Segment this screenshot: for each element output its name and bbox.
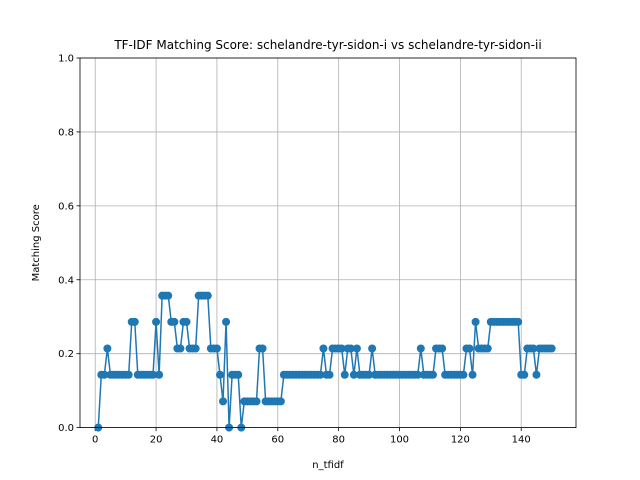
data-point	[222, 317, 231, 326]
data-point	[416, 344, 425, 353]
data-point	[471, 317, 480, 326]
y-tick-label: 0.4	[58, 275, 74, 286]
y-axis-ticks: 0.0 0.2 0.4 0.6 0.8 1.0	[58, 54, 80, 434]
data-point	[149, 370, 158, 379]
y-tick-label: 1.0	[58, 54, 74, 65]
x-tick-label: 0	[92, 435, 98, 446]
data-point	[352, 344, 361, 353]
y-tick-label: 0.2	[58, 349, 74, 360]
data-point	[191, 344, 200, 353]
data-point	[514, 317, 523, 326]
chart-title: TF-IDF Matching Score: schelandre-tyr-si…	[113, 38, 541, 52]
x-tick-label: 20	[150, 435, 163, 446]
data-point	[532, 370, 541, 379]
y-tick-label: 0.8	[58, 127, 74, 138]
data-point	[365, 370, 374, 379]
data-point	[468, 370, 477, 379]
data-point	[130, 317, 139, 326]
data-point	[319, 344, 328, 353]
data-point	[103, 344, 112, 353]
x-tick-label: 140	[512, 435, 531, 446]
x-tick-label: 80	[332, 435, 345, 446]
data-point	[465, 344, 474, 353]
data-point	[215, 370, 224, 379]
data-point	[219, 397, 228, 406]
data-point	[337, 344, 346, 353]
data-point	[176, 344, 185, 353]
data-point	[258, 344, 267, 353]
y-axis-label: Matching Score	[31, 204, 42, 281]
x-axis-label: n_tfidf	[312, 460, 344, 471]
data-point	[547, 344, 556, 353]
data-point	[316, 370, 325, 379]
data-point	[164, 291, 173, 300]
data-point	[203, 291, 212, 300]
data-point	[252, 397, 261, 406]
data-point	[529, 344, 538, 353]
data-point	[346, 344, 355, 353]
x-tick-label: 40	[211, 435, 224, 446]
y-tick-label: 0.6	[58, 201, 74, 212]
data-point	[124, 370, 133, 379]
data-point	[340, 370, 349, 379]
data-point	[182, 317, 191, 326]
data-point	[349, 370, 358, 379]
data-point	[368, 344, 377, 353]
data-point	[155, 370, 164, 379]
data-point	[212, 344, 221, 353]
data-point	[438, 344, 447, 353]
data-point	[152, 317, 161, 326]
y-tick-label: 0.0	[58, 423, 74, 434]
axes-frame	[79, 57, 577, 429]
data-point	[483, 344, 492, 353]
data-point	[100, 370, 109, 379]
data-point	[459, 370, 468, 379]
data-point	[234, 370, 243, 379]
data-point	[428, 370, 437, 379]
data-point	[413, 370, 422, 379]
data-point	[325, 370, 334, 379]
x-tick-label: 100	[390, 435, 409, 446]
x-axis-ticks: 0 20 40 60 80 100 120 140	[92, 427, 531, 446]
data-point	[170, 317, 179, 326]
x-tick-label: 60	[271, 435, 284, 446]
data-point	[520, 370, 529, 379]
plot-area	[94, 291, 556, 432]
data-point	[276, 397, 285, 406]
x-tick-label: 120	[451, 435, 470, 446]
